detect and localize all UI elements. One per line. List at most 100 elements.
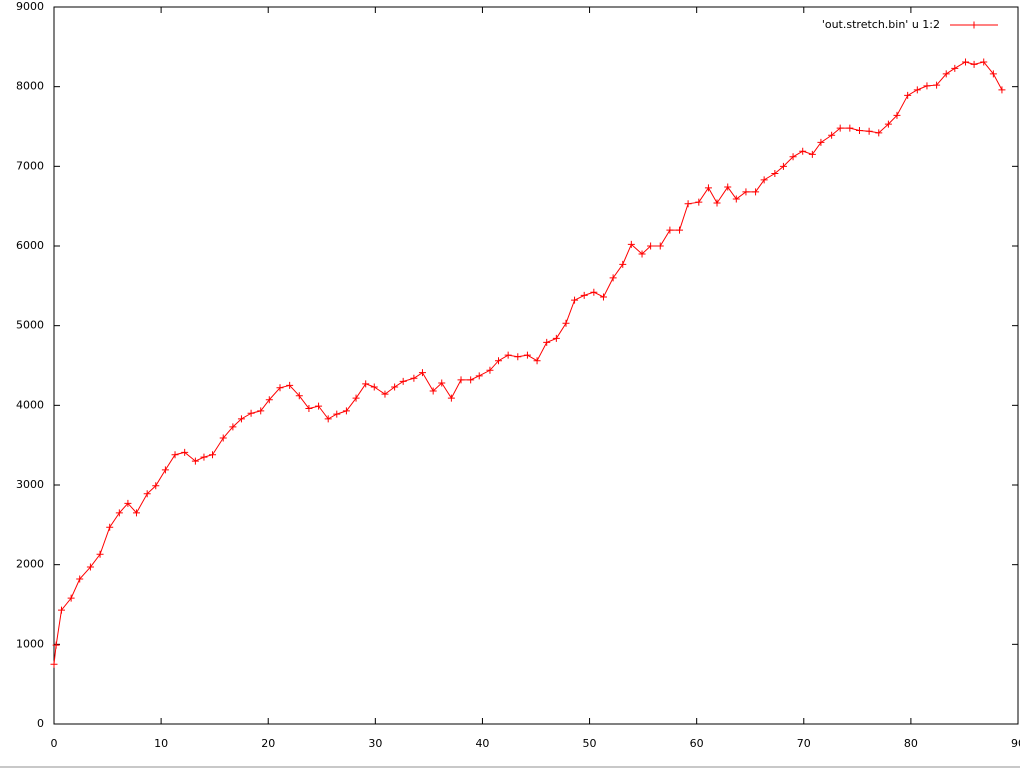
y-tick-label: 7000 xyxy=(16,159,44,172)
point-marker xyxy=(276,384,284,392)
point-marker xyxy=(438,379,446,387)
point-marker xyxy=(370,383,378,391)
point-marker xyxy=(533,357,541,365)
y-tick-label: 5000 xyxy=(16,319,44,332)
point-marker xyxy=(410,374,418,382)
point-marker xyxy=(638,250,646,258)
point-marker xyxy=(132,509,140,517)
point-marker xyxy=(599,293,607,301)
point-marker xyxy=(543,338,551,346)
point-marker xyxy=(998,86,1006,94)
point-marker xyxy=(580,291,588,299)
point-marker xyxy=(684,200,692,208)
point-marker xyxy=(342,407,350,415)
point-marker xyxy=(724,183,732,191)
point-marker xyxy=(779,162,787,170)
point-marker xyxy=(391,383,399,391)
point-marker xyxy=(305,405,313,413)
point-marker xyxy=(475,372,483,380)
x-tick-label: 10 xyxy=(154,737,168,750)
point-marker xyxy=(447,394,455,402)
point-marker xyxy=(828,131,836,139)
point-marker xyxy=(942,70,950,78)
point-marker xyxy=(799,147,807,155)
point-marker xyxy=(486,366,494,374)
point-marker xyxy=(161,466,169,474)
y-tick-label: 8000 xyxy=(16,80,44,93)
y-tick-label: 4000 xyxy=(16,398,44,411)
point-marker xyxy=(295,392,303,400)
point-marker xyxy=(836,124,844,132)
point-marker xyxy=(951,64,959,72)
point-marker xyxy=(732,195,740,203)
point-marker xyxy=(115,509,123,517)
point-marker xyxy=(229,423,237,431)
point-marker xyxy=(962,58,970,66)
point-marker xyxy=(52,641,60,649)
plot-frame xyxy=(53,6,1019,725)
point-marker xyxy=(884,120,892,128)
point-marker xyxy=(789,153,797,161)
point-marker xyxy=(247,409,255,417)
point-marker xyxy=(760,176,768,184)
point-marker xyxy=(676,226,684,234)
point-marker xyxy=(106,523,114,531)
point-marker xyxy=(666,226,674,234)
y-tick-label: 1000 xyxy=(16,637,44,650)
y-tick-label: 3000 xyxy=(16,478,44,491)
legend-marker xyxy=(970,21,978,29)
point-marker xyxy=(76,575,84,583)
point-marker xyxy=(552,334,560,342)
point-marker xyxy=(742,188,750,196)
x-tick-label: 30 xyxy=(368,737,382,750)
point-marker xyxy=(846,124,854,132)
point-marker xyxy=(429,387,437,395)
point-marker xyxy=(875,129,883,137)
point-marker xyxy=(571,296,579,304)
point-marker xyxy=(86,563,94,571)
x-tick-label: 60 xyxy=(690,737,704,750)
point-marker xyxy=(504,351,512,359)
y-tick-label: 6000 xyxy=(16,239,44,252)
point-marker xyxy=(457,376,465,384)
point-marker xyxy=(237,415,245,423)
point-marker xyxy=(200,453,208,461)
point-marker xyxy=(752,188,760,196)
point-marker xyxy=(257,407,265,415)
x-tick-label: 20 xyxy=(261,737,275,750)
point-marker xyxy=(50,660,58,668)
point-marker xyxy=(333,410,341,418)
point-marker xyxy=(362,380,370,388)
point-marker xyxy=(315,402,323,410)
point-marker xyxy=(265,396,273,404)
point-marker xyxy=(808,150,816,158)
point-marker xyxy=(904,91,912,99)
point-marker xyxy=(181,448,189,456)
point-marker xyxy=(855,126,863,134)
point-marker xyxy=(209,451,217,459)
point-marker xyxy=(352,394,360,402)
y-tick-label: 2000 xyxy=(16,558,44,571)
x-tick-label: 40 xyxy=(475,737,489,750)
point-marker xyxy=(418,369,426,377)
point-marker xyxy=(143,490,151,498)
point-marker xyxy=(57,606,65,614)
point-marker xyxy=(656,242,664,250)
x-tick-label: 70 xyxy=(797,737,811,750)
point-marker xyxy=(704,184,712,192)
point-marker xyxy=(286,381,294,389)
point-marker xyxy=(647,242,655,250)
point-marker xyxy=(893,111,901,119)
point-marker xyxy=(980,58,988,66)
x-tick-label: 0 xyxy=(51,737,58,750)
point-marker xyxy=(191,457,199,465)
point-marker xyxy=(695,198,703,206)
point-marker xyxy=(619,260,627,268)
point-marker xyxy=(562,319,570,327)
y-tick-label: 9000 xyxy=(16,0,44,13)
point-marker xyxy=(467,376,475,384)
x-tick-label: 50 xyxy=(583,737,597,750)
point-marker xyxy=(171,451,179,459)
point-marker xyxy=(989,70,997,78)
